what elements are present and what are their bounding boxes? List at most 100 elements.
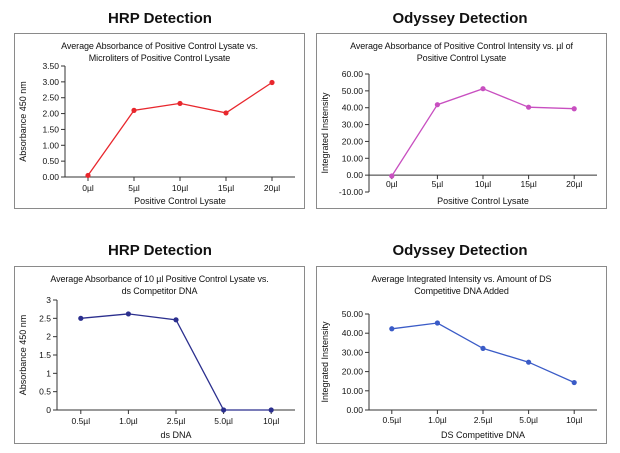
y-axis-label: Absorbance 450 nm [18,81,28,162]
x-tick-label: 5µl [432,179,444,189]
data-point [173,317,179,323]
line-chart: 0.00 0.50 1.00 1.50 2.00 2.50 3.00 3.50 0µl 5µl 10… [18,61,295,206]
chart-title-line: ds Competitor DNA [121,286,198,296]
x-tick-label: 0.5µl [71,416,90,426]
data-point [269,79,275,86]
x-tick-label: 20µl [264,183,280,193]
data-point [268,407,274,413]
chart-panel-odyssey-dna: Average Integrated Intensity vs. Amount … [316,266,607,444]
data-point [78,315,84,321]
chart-heading-4: Odyssey Detection [392,242,528,259]
y-tick-label: 0.50 [42,156,59,166]
y-tick-label: 0.00 [346,170,363,180]
data-point [526,104,532,110]
y-tick-label: 2.50 [42,93,59,103]
y-tick-label: 0.00 [346,405,363,415]
chart-heading-2: Odyssey Detection [392,10,528,27]
chart-title-line: Average Absorbance of Positive Control I… [350,41,573,51]
y-tick-label: 2 [46,332,51,342]
data-point [125,311,131,317]
chart-heading-3: HRP Detection [108,242,212,259]
y-tick-label: 40.00 [342,328,364,338]
series-line [87,81,273,176]
y-tick-label: 2.5 [39,313,51,323]
y-tick-label: 1.00 [42,140,59,150]
x-tick-label: 5.0µl [214,416,233,426]
y-axis-label: Integrated Instensity [320,92,330,174]
x-axis-label: DS Competitive DNA [441,430,525,440]
y-tick-label: 3 [46,295,51,305]
chart-title-line: Average Absorbance of Positive Control L… [61,41,258,51]
x-tick-label: 0µl [82,183,94,193]
data-point [571,379,577,386]
x-tick-label: 10µl [566,415,582,425]
x-tick-label: 20µl [566,179,582,189]
data-point [434,320,440,326]
y-tick-label: 60.00 [342,69,364,79]
y-tick-label: 10.00 [342,153,364,163]
data-point [389,326,395,332]
line-chart: 0 0.5 1 1.5 2 2.5 3 0.5µl 1.0µl 2.5µl 5.0µl 10µl ds … [18,295,295,440]
y-tick-label: 3.00 [42,77,59,87]
x-tick-label: 5µl [128,183,140,193]
y-tick-label: 30.00 [342,120,364,130]
x-tick-label: 15µl [218,183,234,193]
data-point [85,172,91,179]
x-tick-label: 5.0µl [519,415,538,425]
y-tick-label: 40.00 [342,103,364,113]
y-tick-label: 1.50 [42,124,59,134]
y-tick-label: 50.00 [342,309,364,319]
data-point [571,106,577,112]
y-tick-label: 20.00 [342,367,364,377]
data-point [131,107,137,113]
y-tick-label: 10.00 [342,386,364,396]
chart-panel-hrp-lysate: Average Absorbance of Positive Control L… [14,33,305,209]
y-tick-label: 0.00 [42,172,59,182]
series-line [391,322,575,384]
y-tick-label: 3.50 [42,61,59,71]
x-tick-label: 10µl [263,416,279,426]
data-point [223,110,229,116]
chart-panel-hrp-dna: Average Absorbance of 10 µl Positive Con… [14,266,305,444]
series-line [80,313,272,411]
chart-title-line: Average Absorbance of 10 µl Positive Con… [50,274,269,284]
x-axis-label: Positive Control Lysate [134,196,226,206]
chart-title-line: Average Integrated Intensity vs. Amount … [371,274,552,284]
x-tick-label: 1.0µl [119,416,138,426]
y-tick-label: -10.00 [339,187,363,197]
data-point [221,407,227,413]
y-tick-label: 1 [46,368,51,378]
chart-title-line: Competitive DNA Added [414,286,509,296]
y-tick-label: 20.00 [342,136,364,146]
y-tick-label: 0 [46,405,51,415]
series-line [391,88,575,177]
data-point [480,86,486,92]
chart-panel-odyssey-lysate: Average Absorbance of Positive Control I… [316,33,607,209]
x-axis-label: ds DNA [160,430,191,440]
x-tick-label: 15µl [520,179,536,189]
x-tick-label: 0µl [386,179,398,189]
chart-title-line: Microliters of Positive Control Lysate [88,53,231,63]
y-axis-label: Absorbance 450 nm [18,315,28,396]
chart-title-line: Positive Control Lysate [416,53,507,63]
data-point [480,345,486,351]
data-point [389,173,395,179]
y-tick-label: 0.5 [39,387,51,397]
x-tick-label: 2.5µl [167,416,186,426]
x-tick-label: 2.5µl [474,415,493,425]
x-tick-label: 1.0µl [428,415,447,425]
x-tick-label: 10µl [475,179,491,189]
y-tick-label: 50.00 [342,86,364,96]
x-tick-label: 0.5µl [382,415,401,425]
y-tick-label: 2.00 [42,109,59,119]
chart-heading-1: HRP Detection [108,10,212,27]
data-point [177,100,183,107]
line-chart: 0.00 10.00 20.00 30.00 40.00 50.00 0.5µl 1.0µl 2… [320,309,597,440]
y-axis-label: Integrated Instensity [320,321,330,403]
data-point [434,102,440,108]
y-tick-label: 1.5 [39,350,51,360]
y-tick-label: 30.00 [342,347,364,357]
x-axis-label: Positive Control Lysate [437,196,529,206]
x-tick-label: 10µl [172,183,188,193]
line-chart: -10.00 0.00 10.00 20.00 30.00 40.00 50.00 60.00… [320,69,597,206]
